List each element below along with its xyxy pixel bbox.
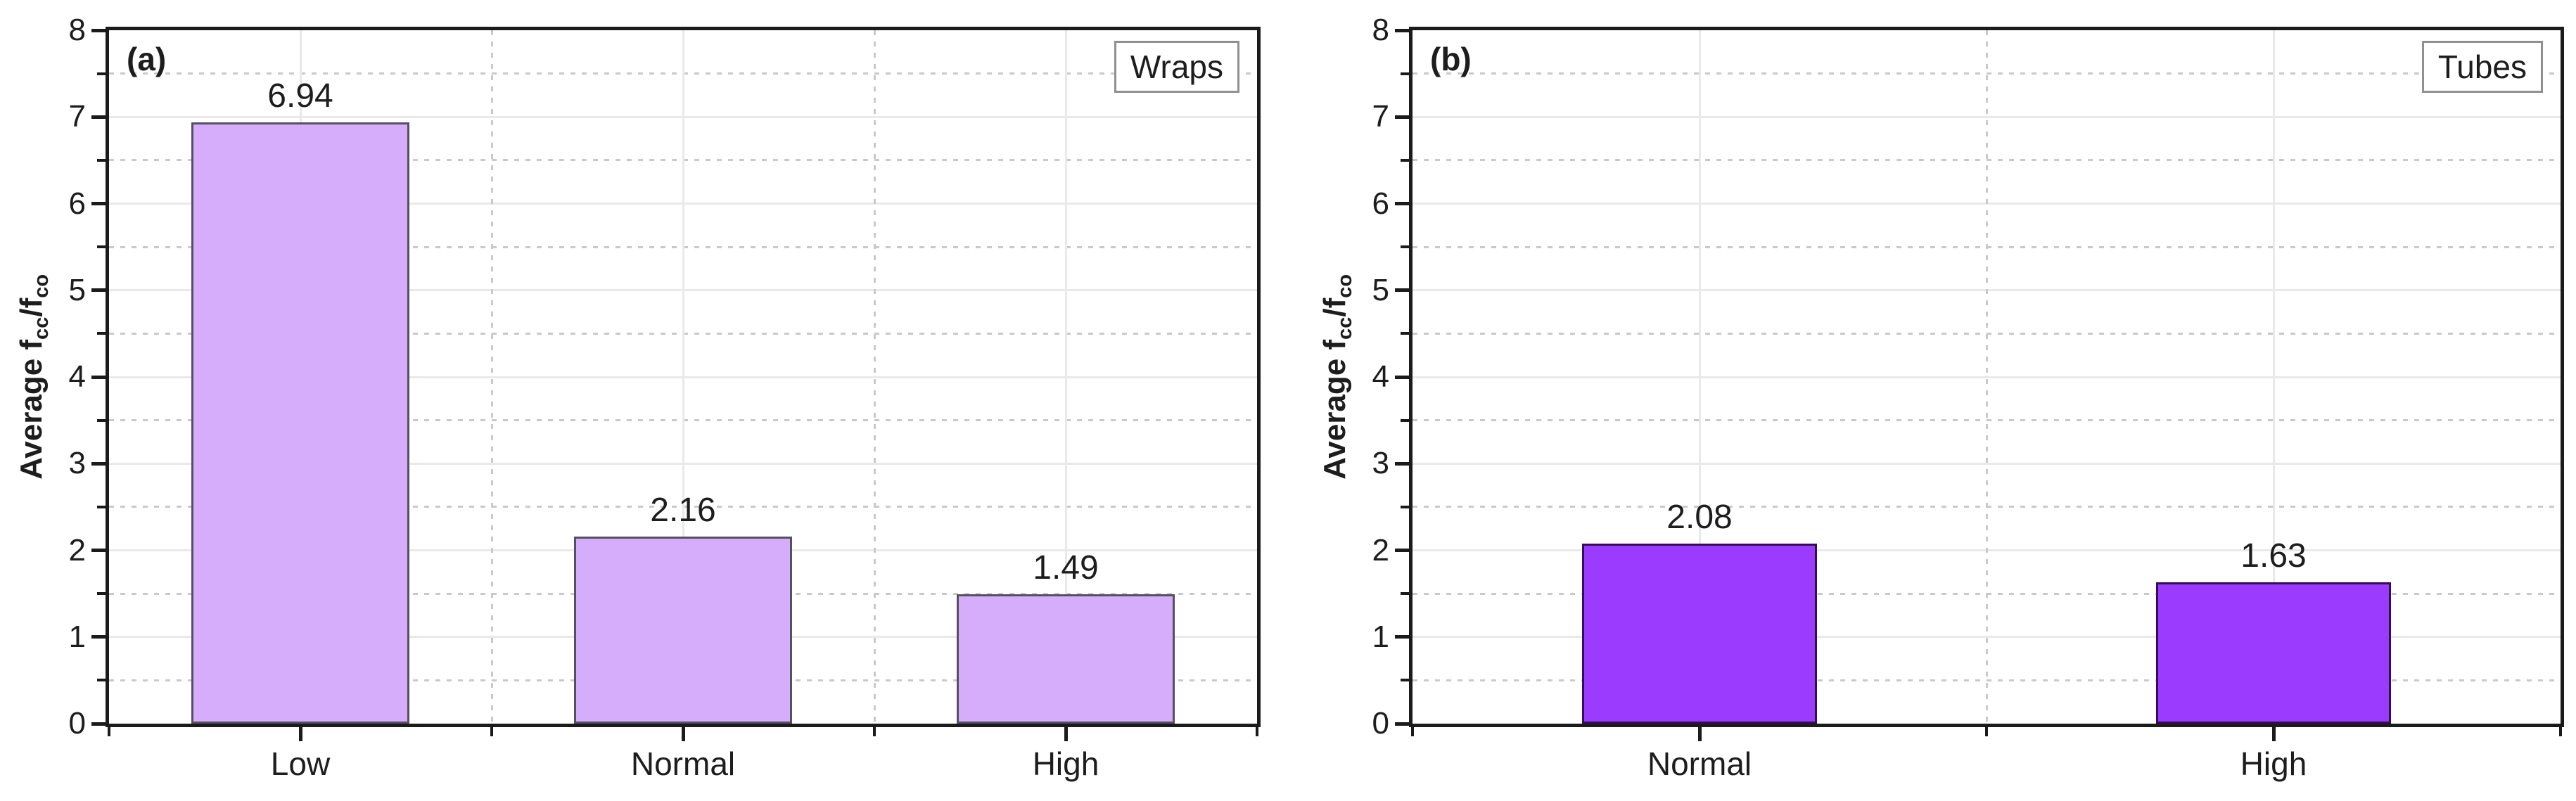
- y-minor-tick: [1401, 505, 1409, 508]
- y-minor-tick: [1401, 158, 1409, 162]
- y-major-tick: [1395, 288, 1409, 293]
- v-gridline-minor: [873, 30, 876, 724]
- y-major-tick: [91, 202, 106, 205]
- v-gridline-minor: [1985, 30, 1988, 724]
- y-major-tick: [91, 115, 106, 119]
- y-minor-tick: [97, 505, 106, 508]
- x-category-tick: [2271, 727, 2276, 741]
- v-gridline-major: [2272, 30, 2275, 724]
- y-tick-label: 5: [68, 272, 86, 307]
- y-major-tick: [1395, 635, 1409, 639]
- bar-normal: [573, 536, 793, 724]
- x-category-label: Low: [270, 745, 331, 782]
- x-category-label: High: [2240, 745, 2307, 782]
- x-category-tick: [681, 727, 685, 741]
- y-axis-label: Average fcc/fco: [14, 274, 53, 480]
- x-boundary-tick: [873, 727, 876, 736]
- y-major-tick: [91, 722, 106, 726]
- x-category-label: Normal: [630, 745, 736, 782]
- v-gridline-major: [1064, 30, 1067, 724]
- legend-box: Tubes: [2421, 41, 2543, 93]
- y-tick-label: 1: [68, 619, 86, 654]
- y-major-tick: [1395, 202, 1409, 205]
- x-boundary-tick: [108, 727, 110, 736]
- bar-value-label: 1.63: [2240, 537, 2307, 575]
- y-tick-label: 1: [1372, 619, 1389, 654]
- y-tick-label: 6: [1372, 186, 1389, 221]
- y-major-tick: [1395, 549, 1409, 552]
- x-category-label: Normal: [1647, 745, 1752, 782]
- bar-value-label: 2.08: [1666, 498, 1733, 536]
- y-major-tick: [1395, 115, 1409, 119]
- y-axis-label: Average fcc/fco: [1318, 274, 1356, 480]
- x-boundary-tick: [1256, 727, 1258, 736]
- y-minor-tick: [1401, 332, 1409, 335]
- v-gridline-major: [1698, 30, 1701, 724]
- panel-letter: (b): [1430, 41, 1472, 77]
- y-major-tick: [1395, 375, 1409, 379]
- y-minor-tick: [1401, 592, 1409, 596]
- y-minor-tick: [97, 332, 106, 335]
- x-category-tick: [1064, 727, 1068, 741]
- y-tick-label: 7: [68, 99, 86, 134]
- y-major-tick: [91, 288, 106, 293]
- x-category-tick: [298, 727, 302, 741]
- panel-letter: (a): [127, 41, 167, 77]
- y-axis-label-wrap: Average fcc/fco: [1313, 60, 1362, 693]
- y-minor-tick: [97, 158, 106, 162]
- y-tick-label: 0: [68, 706, 86, 741]
- y-major-tick: [91, 375, 106, 379]
- y-tick-label: 2: [68, 532, 86, 568]
- y-tick-label: 8: [1372, 13, 1389, 47]
- bar-low: [191, 122, 410, 724]
- y-tick-label: 8: [68, 13, 86, 47]
- y-minor-tick: [97, 245, 106, 249]
- y-major-tick: [1395, 722, 1409, 726]
- bar-value-label: 2.16: [650, 491, 716, 529]
- y-major-tick: [91, 28, 106, 32]
- x-boundary-tick: [2559, 727, 2562, 736]
- y-axis-label-wrap: Average fcc/fco: [9, 60, 58, 693]
- y-tick-label: 2: [1372, 532, 1389, 568]
- y-minor-tick: [1401, 679, 1409, 682]
- y-tick-label: 3: [1372, 446, 1389, 481]
- v-gridline-minor: [490, 30, 493, 724]
- y-tick-label: 5: [1372, 272, 1389, 307]
- y-tick-label: 7: [1372, 99, 1389, 134]
- y-minor-tick: [1401, 72, 1409, 75]
- y-minor-tick: [97, 418, 106, 422]
- x-boundary-tick: [490, 727, 493, 736]
- x-boundary-tick: [1985, 727, 1988, 736]
- y-tick-label: 4: [1372, 359, 1389, 394]
- y-minor-tick: [97, 592, 106, 596]
- y-minor-tick: [1401, 418, 1409, 422]
- y-major-tick: [91, 635, 106, 639]
- bar-high: [2155, 582, 2392, 724]
- y-major-tick: [91, 461, 106, 466]
- x-category-label: High: [1032, 745, 1099, 782]
- y-tick-label: 3: [68, 446, 86, 481]
- y-major-tick: [91, 549, 106, 552]
- x-boundary-tick: [1411, 727, 1414, 736]
- y-major-tick: [1395, 28, 1409, 32]
- bar-high: [956, 594, 1175, 724]
- y-minor-tick: [1401, 245, 1409, 249]
- bar-value-label: 1.49: [1033, 549, 1099, 587]
- bar-normal: [1581, 543, 1818, 724]
- y-minor-tick: [97, 679, 106, 682]
- y-tick-label: 0: [1372, 706, 1389, 741]
- bar-value-label: 6.94: [267, 77, 333, 115]
- v-gridline-major: [682, 30, 684, 724]
- y-minor-tick: [97, 72, 106, 75]
- y-tick-label: 6: [68, 186, 86, 221]
- legend-box: Wraps: [1114, 41, 1239, 93]
- x-category-tick: [1697, 727, 1702, 741]
- y-major-tick: [1395, 461, 1409, 466]
- y-tick-label: 4: [68, 359, 86, 394]
